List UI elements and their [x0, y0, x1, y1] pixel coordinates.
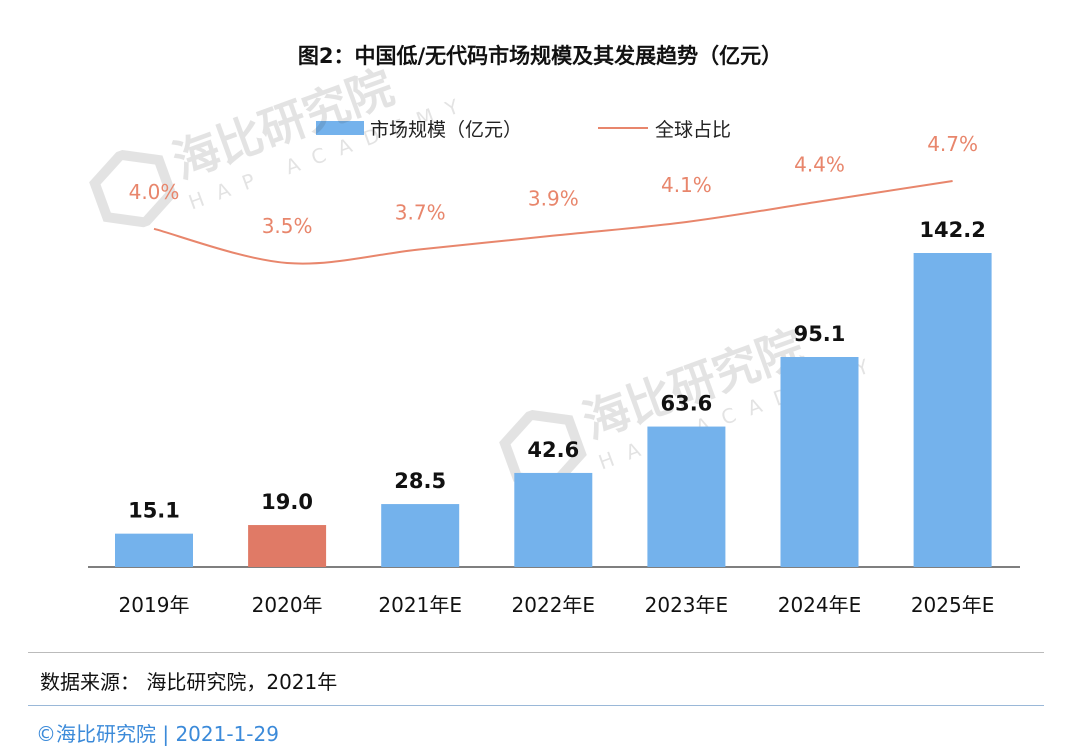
bar-4 — [647, 426, 726, 567]
bar-2 — [381, 504, 460, 567]
source-divider — [28, 652, 1044, 653]
bar-value-label-3: 42.6 — [527, 438, 579, 462]
x-tick-label-0: 2019年 — [119, 593, 190, 617]
bar-value-label-0: 15.1 — [128, 499, 180, 523]
footer-credit: ©海比研究院 | 2021-1-29 — [36, 722, 279, 746]
legend-line-swatch — [598, 127, 648, 129]
bar-value-label-2: 28.5 — [394, 469, 446, 493]
line-value-label-5: 4.4% — [794, 153, 845, 177]
x-tick-label-3: 2022年E — [512, 593, 596, 617]
line-value-label-0: 4.0% — [129, 180, 180, 204]
x-tick-label-2: 2021年E — [378, 593, 462, 617]
bar-value-label-5: 95.1 — [794, 322, 846, 346]
bar-6 — [913, 253, 992, 567]
x-tick-label-1: 2020年 — [252, 593, 323, 617]
x-tick-label-6: 2025年E — [911, 593, 995, 617]
line-value-label-2: 3.7% — [395, 200, 446, 224]
bar-3 — [514, 472, 593, 567]
line-value-label-4: 4.1% — [661, 173, 712, 197]
line-value-label-1: 3.5% — [262, 214, 313, 238]
bar-value-label-1: 19.0 — [261, 490, 313, 514]
line-value-label-3: 3.9% — [528, 187, 579, 211]
bar-5 — [780, 357, 859, 567]
chart-legend: 市场规模（亿元） 全球占比 — [0, 115, 1080, 143]
chart-title: 图2：中国低/无代码市场规模及其发展趋势（亿元） — [297, 44, 783, 68]
bar-0 — [115, 533, 193, 567]
legend-bar-label: 市场规模（亿元） — [370, 119, 523, 141]
line-value-label-6: 4.7% — [927, 132, 978, 156]
x-tick-label-4: 2023年E — [645, 593, 729, 617]
bar-value-label-4: 63.6 — [660, 392, 712, 416]
x-tick-label-5: 2024年E — [778, 593, 862, 617]
bar-1 — [248, 525, 327, 567]
footer-divider — [28, 705, 1044, 706]
legend-line-label: 全球占比 — [655, 119, 732, 141]
bar-value-label-6: 142.2 — [919, 218, 985, 242]
legend-bar-swatch — [316, 121, 364, 135]
source-note: 数据来源： 海比研究院，2021年 — [40, 670, 338, 694]
line-series-global-share — [153, 180, 953, 265]
